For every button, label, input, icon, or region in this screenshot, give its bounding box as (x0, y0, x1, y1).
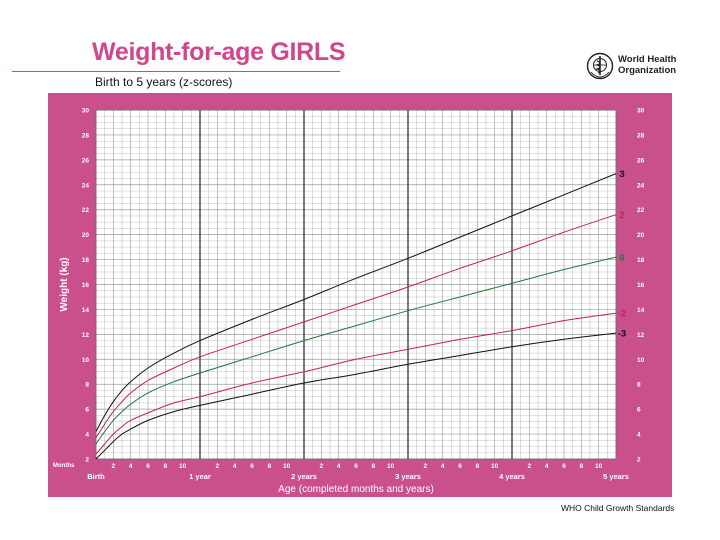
z-score-label: -3 (618, 329, 626, 340)
x-tick-label: 6 (146, 463, 150, 470)
z-score-curves: 3 2 0 -2 -3 (95, 169, 626, 460)
x-tick-label: 8 (476, 463, 480, 470)
x-tick-label: 2 (320, 463, 324, 470)
y-tick-label-right: 26 (637, 157, 645, 164)
y-tick-label-right: 22 (637, 207, 645, 214)
z-score-line (95, 312, 617, 455)
y-axis-label: Weight (kg) (59, 257, 70, 311)
y-tick-label-left: 18 (82, 257, 90, 264)
x-tick-label: 6 (562, 463, 566, 470)
x-tick-label: 2 years (291, 472, 317, 481)
y-tick-label-left: 26 (82, 157, 90, 164)
x-tick-label: 4 (129, 463, 133, 470)
x-tick-label: 4 (233, 463, 237, 470)
y-tick-label-left: 30 (82, 108, 90, 115)
y-tick-label-left: 6 (85, 407, 89, 414)
who-emblem-icon (586, 52, 614, 80)
x-tick-label: 4 (441, 463, 445, 470)
footer-credit: WHO Child Growth Standards (561, 503, 675, 513)
y-tick-label-right: 14 (637, 307, 645, 314)
x-tick-label: 2 (424, 463, 428, 470)
y-tick-label-left: 10 (82, 357, 90, 364)
plot-border (95, 109, 617, 460)
x-tick-label: Birth (87, 472, 105, 481)
x-tick-label: 10 (491, 463, 499, 470)
x-tick-label: 5 years (603, 472, 629, 481)
page-subtitle: Birth to 5 years (z-scores) (95, 75, 233, 89)
y-tick-label-right: 20 (637, 232, 645, 239)
y-tick-label-left: 12 (82, 332, 90, 339)
y-tick-label-left: 16 (82, 282, 90, 289)
z-score-line (95, 173, 617, 432)
x-tick-label: 1 year (189, 472, 211, 481)
months-label: Months (53, 463, 75, 469)
z-score-line (95, 256, 617, 445)
x-tick-label: 10 (179, 463, 187, 470)
x-axis-label: Age (completed months and years) (278, 484, 434, 495)
x-tick-label: 6 (458, 463, 462, 470)
y-tick-label-right: 2 (637, 457, 641, 464)
z-score-label: 2 (619, 210, 624, 221)
y-tick-label-left: 4 (85, 432, 89, 439)
z-score-label: -2 (618, 309, 626, 320)
z-score-label: 0 (619, 253, 624, 264)
y-tick-label-left: 22 (82, 207, 90, 214)
x-tick-label: 10 (387, 463, 395, 470)
y-tick-label-right: 18 (637, 257, 645, 264)
x-tick-label: 6 (250, 463, 254, 470)
x-tick-label: 2 (112, 463, 116, 470)
y-tick-label-right: 6 (637, 407, 641, 414)
y-tick-label-right: 16 (637, 282, 645, 289)
x-tick-label: 4 (337, 463, 341, 470)
y-tick-label-left: 2 (85, 457, 89, 464)
z-score-label: 3 (619, 169, 624, 180)
y-tick-label-left: 24 (82, 182, 90, 189)
y-tick-label-right: 30 (637, 108, 645, 115)
y-tick-label-right: 8 (637, 382, 641, 389)
y-tick-label-left: 14 (82, 307, 90, 314)
z-score-line (95, 214, 617, 439)
z-score-line (95, 332, 617, 460)
x-tick-label: 8 (580, 463, 584, 470)
organization-line-1: World Health (618, 54, 677, 65)
chart-grid (95, 109, 617, 460)
x-tick-label: 8 (268, 463, 272, 470)
y-tick-label-right: 28 (637, 132, 645, 139)
x-tick-label: 10 (283, 463, 291, 470)
x-tick-label: 8 (372, 463, 376, 470)
x-tick-label: 4 (545, 463, 549, 470)
y-tick-label-right: 4 (637, 432, 641, 439)
x-tick-label: 8 (164, 463, 168, 470)
x-tick-label: 3 years (395, 472, 421, 481)
y-tick-label-left: 8 (85, 382, 89, 389)
page-title: Weight-for-age GIRLS (92, 38, 346, 66)
x-tick-label: 2 (216, 463, 220, 470)
y-tick-label-right: 10 (637, 357, 645, 364)
y-tick-label-left: 28 (82, 132, 90, 139)
y-tick-label-right: 24 (637, 182, 645, 189)
x-tick-label: 4 years (499, 472, 525, 481)
x-tick-label: 10 (595, 463, 603, 470)
y-tick-label-left: 20 (82, 232, 90, 239)
x-tick-label: 6 (354, 463, 358, 470)
title-underline (12, 71, 340, 72)
y-tick-label-right: 12 (637, 332, 645, 339)
organization-name: World Health Organization (618, 54, 676, 76)
organization-line-2: Organization (618, 65, 677, 76)
x-tick-label: 2 (528, 463, 532, 470)
